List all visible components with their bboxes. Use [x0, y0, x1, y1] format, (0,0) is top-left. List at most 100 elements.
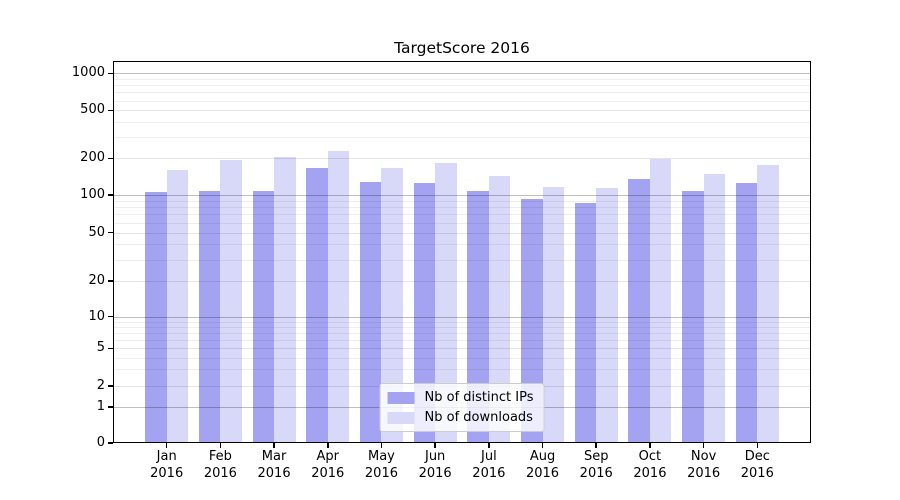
gridline-400: [113, 122, 811, 123]
bar-downloads-jan: [166, 170, 189, 443]
x-tick-label-may: May 2016: [364, 449, 398, 481]
gridline-200: [113, 158, 811, 160]
gridline-100: [113, 195, 811, 196]
gridline-300: [113, 137, 811, 139]
gridline-4: [113, 357, 811, 359]
legend: Nb of distinct IPs Nb of downloads: [379, 383, 545, 432]
y-tick-mark-20: [108, 280, 113, 282]
y-tick-mark-100: [108, 194, 113, 196]
x-tick-mark-mar: [273, 443, 275, 448]
y-tick-mark-200: [108, 157, 113, 160]
gridline-9: [113, 321, 811, 323]
bar-downloads-oct: [649, 159, 672, 443]
y-tick-label-1: 1: [96, 399, 105, 414]
gridline-10: [113, 316, 811, 318]
bar-downloads-jun: [435, 163, 457, 443]
x-tick-label-oct: Oct 2016: [633, 449, 667, 481]
gridline-500: [113, 110, 811, 112]
y-tick-label-500: 500: [80, 102, 105, 118]
gridline-1000: [113, 73, 811, 75]
bar-distinct-ips-may: [359, 181, 382, 443]
bar-distinct-ips-sep: [574, 202, 597, 443]
x-tick-mark-oct: [649, 443, 651, 448]
gridline-700: [113, 92, 811, 94]
bar-downloads-apr: [327, 150, 350, 443]
x-tick-label-sep: Sep 2016: [579, 449, 613, 481]
y-tick-label-100: 100: [80, 187, 105, 202]
x-tick-mark-may: [380, 443, 383, 448]
bar-distinct-ips-jan: [145, 192, 167, 443]
y-tick-label-20: 20: [88, 272, 105, 288]
gridline-20: [113, 280, 811, 282]
bar-downloads-aug: [542, 186, 565, 443]
legend-swatch-downloads: [387, 411, 415, 424]
x-tick-mark-dec: [756, 443, 759, 448]
gridline-800: [113, 85, 811, 87]
x-tick-mark-apr: [327, 443, 329, 448]
gridline-900: [113, 78, 811, 80]
y-tick-label-5: 5: [96, 340, 105, 356]
x-tick-mark-feb: [219, 443, 222, 448]
bar-distinct-ips-aug: [521, 198, 543, 443]
bar-distinct-ips-apr: [306, 168, 328, 443]
bar-distinct-ips-jul: [467, 190, 489, 443]
legend-label-downloads: Nb of downloads: [424, 410, 533, 425]
bar-distinct-ips-oct: [628, 179, 650, 443]
legend-swatch-distinct-ips: [387, 391, 415, 404]
y-tick-mark-0: [108, 442, 113, 444]
bar-downloads-mar: [274, 157, 296, 443]
plot-area: Nb of distinct IPs Nb of downloads: [113, 61, 811, 443]
y-tick-label-50: 50: [88, 224, 105, 240]
x-tick-label-mar: Mar 2016: [257, 449, 291, 481]
x-tick-mark-jun: [434, 443, 436, 448]
x-tick-label-jul: Jul 2016: [472, 449, 506, 481]
x-tick-label-jun: Jun 2016: [418, 449, 452, 481]
gridline-80: [113, 207, 811, 209]
bar-downloads-sep: [596, 187, 618, 443]
x-tick-mark-jan: [165, 443, 168, 448]
gridline-30: [113, 259, 811, 261]
x-tick-mark-aug: [541, 443, 544, 448]
legend-label-distinct-ips: Nb of distinct IPs: [424, 390, 534, 405]
chart-title: TargetScore 2016: [394, 39, 530, 57]
bar-distinct-ips-jun: [413, 182, 436, 443]
y-tick-mark-1: [108, 406, 113, 408]
gridline-6: [113, 340, 811, 342]
gridline-50: [113, 232, 811, 234]
gridline-40: [113, 244, 811, 246]
y-tick-mark-50: [108, 231, 113, 234]
x-tick-label-apr: Apr 2016: [311, 449, 345, 481]
bar-distinct-ips-nov: [682, 191, 704, 443]
x-tick-label-aug: Aug 2016: [525, 449, 560, 481]
gridline-5: [113, 348, 811, 350]
bar-distinct-ips-dec: [735, 182, 758, 443]
gridline-70: [113, 214, 811, 216]
y-tick-mark-5: [108, 347, 113, 350]
x-tick-label-feb: Feb 2016: [203, 449, 237, 481]
x-tick-label-dec: Dec 2016: [740, 449, 774, 481]
y-tick-label-1000: 1000: [71, 65, 105, 81]
legend-item-distinct-ips: Nb of distinct IPs: [387, 390, 534, 405]
legend-item-downloads: Nb of downloads: [387, 410, 534, 425]
bar-distinct-ips-mar: [252, 191, 275, 443]
x-tick-mark-jul: [488, 443, 490, 448]
x-tick-label-jan: Jan 2016: [150, 449, 184, 481]
gridline-3: [113, 369, 811, 371]
bar-downloads-jul: [488, 175, 511, 443]
y-tick-label-200: 200: [80, 150, 105, 166]
gridline-90: [113, 200, 811, 202]
y-tick-mark-500: [108, 109, 113, 112]
y-tick-mark-2: [108, 385, 113, 387]
bar-downloads-may: [381, 168, 403, 443]
y-tick-label-2: 2: [96, 378, 105, 393]
x-tick-mark-sep: [595, 443, 597, 448]
y-tick-mark-10: [108, 315, 113, 318]
bar-distinct-ips-feb: [198, 190, 221, 443]
x-tick-mark-nov: [702, 443, 705, 448]
bar-downloads-feb: [220, 159, 242, 443]
bar-downloads-dec: [757, 165, 779, 443]
gridline-8: [113, 326, 811, 328]
y-tick-label-10: 10: [88, 308, 105, 324]
y-tick-mark-1000: [108, 72, 113, 75]
